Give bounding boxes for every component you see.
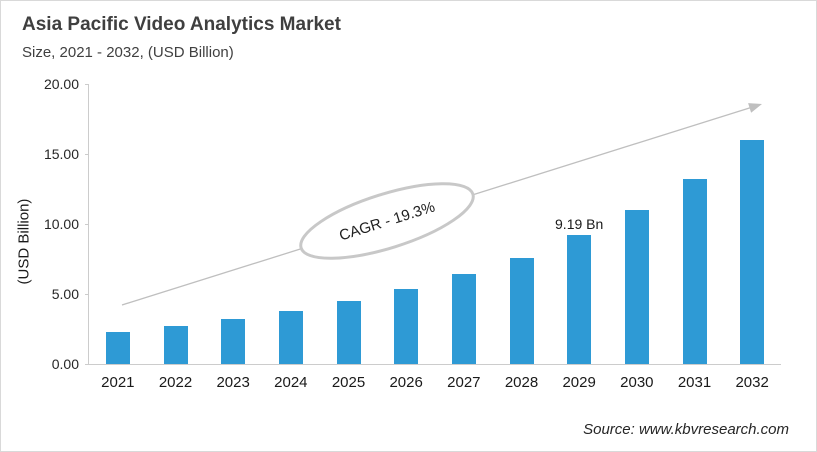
x-axis-label: 2023: [216, 374, 250, 391]
x-axis-label: 2032: [735, 374, 769, 391]
x-axis-label: 2028: [504, 374, 539, 391]
plot-area: 0.00 5.00 10.00 15.00 20.00 2021 2022 2023 2024 2…: [44, 76, 781, 391]
y-axis-tick-label: 10.00: [43, 216, 79, 232]
bar-2027: [451, 273, 476, 364]
y-axis-tick-mark: [85, 294, 89, 295]
source-text: Source: www.kbvresearch.com: [583, 421, 789, 438]
y-axis-tick-label: 20.00: [43, 76, 79, 92]
bar-2021: [105, 331, 130, 364]
bar-2024: [278, 310, 303, 364]
x-axis-label: 2022: [158, 374, 193, 391]
bar-2025: [336, 301, 361, 364]
bar-2029: [567, 235, 592, 364]
bar-2023: [221, 319, 246, 364]
bar-2032: [740, 140, 765, 364]
bar-2031: [682, 179, 707, 364]
x-axis-label: 2031: [677, 374, 712, 391]
y-axis-title: (USD Billion): [15, 198, 33, 285]
bar-2028: [509, 257, 534, 364]
bar-2022: [163, 325, 188, 364]
x-axis-label: 2026: [389, 374, 423, 391]
y-axis-tick-label: 5.00: [51, 286, 79, 302]
x-axis-label: 2030: [620, 374, 654, 391]
x-axis-label: 2025: [331, 374, 366, 391]
y-axis-tick-mark: [85, 364, 89, 365]
data-label: 9.19 Bn: [555, 216, 604, 233]
y-axis-tick-label: 0.00: [51, 356, 79, 372]
y-axis-tick-mark: [85, 224, 89, 225]
x-axis-label: 2021: [101, 374, 135, 391]
x-axis-label: 2024: [274, 374, 308, 391]
y-axis-tick-mark: [85, 84, 89, 85]
bar-2030: [624, 210, 649, 364]
bar-2026: [394, 289, 419, 364]
y-axis-tick-mark: [85, 154, 89, 155]
x-axis-label: 2029: [562, 374, 596, 391]
chart-title: Asia Pacific Video Analytics Market: [22, 14, 341, 35]
y-axis-tick-label: 15.00: [43, 146, 79, 162]
chart-subtitle: Size, 2021 - 2032, (USD Billion): [22, 44, 234, 61]
x-axis-label: 2027: [447, 374, 481, 391]
